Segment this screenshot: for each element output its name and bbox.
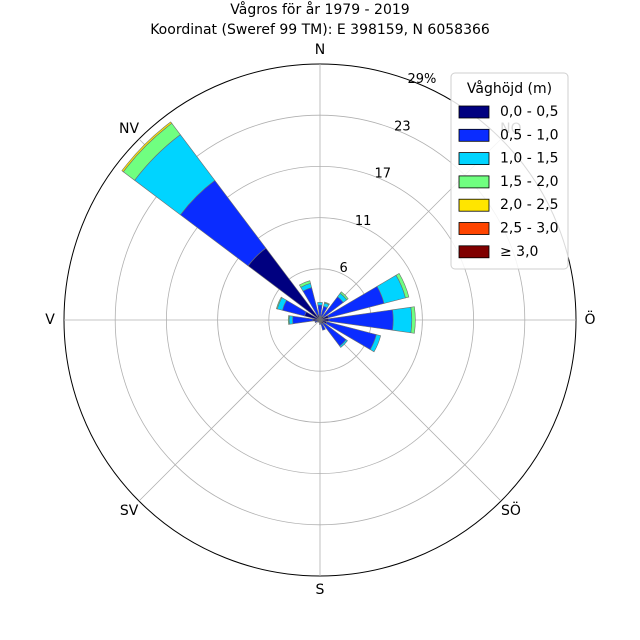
direction-label: SÖ	[501, 501, 521, 519]
direction-label: SV	[120, 503, 139, 519]
legend: Våghöjd (m) 0,0 - 0,5 0,5 - 1,0 1,0 - 1,5 1,…	[450, 72, 569, 270]
direction-label: N	[315, 42, 325, 58]
rose-bar-segment	[410, 306, 416, 334]
legend-entry: 2,5 - 3,0	[500, 221, 558, 237]
legend-swatch	[458, 128, 490, 142]
rose-bar-segment	[324, 301, 330, 306]
rose-bars	[121, 121, 416, 353]
ring-label: 6	[339, 261, 347, 276]
chart-title: Vågros för år 1979 - 2019	[230, 1, 409, 18]
rose-bar-segment	[339, 339, 348, 348]
legend-entry: 1,0 - 1,5	[500, 151, 558, 167]
legend-swatch	[458, 198, 490, 212]
rose-bar-segment	[320, 322, 326, 331]
rose-bar-segment	[369, 334, 382, 353]
rose-bar-segment	[339, 291, 349, 301]
rose-bar-segment	[276, 296, 283, 310]
rose-bar-segment	[287, 315, 290, 325]
legend-swatch	[458, 105, 490, 119]
rose-bar-segment	[392, 306, 413, 334]
rose-bar-segment	[317, 302, 323, 306]
grid-spoke	[319, 319, 502, 502]
legend-swatch	[458, 175, 490, 189]
grid-spoke	[138, 319, 321, 502]
rose-bar-segment	[121, 121, 173, 173]
ring-label: 17	[375, 167, 392, 182]
legend-entry: ≥ 3,0	[500, 244, 538, 260]
legend-entry: 0,5 - 1,0	[500, 127, 558, 143]
rose-bar-segment	[395, 272, 410, 299]
rose-bar-segment	[319, 322, 321, 325]
legend-entry: 1,5 - 2,0	[500, 174, 558, 190]
ring-label: 23	[394, 119, 411, 134]
legend-entry: 2,0 - 2,5	[500, 197, 558, 213]
ring-label: 29%	[408, 72, 437, 87]
direction-label: NV	[119, 121, 139, 137]
legend-entry: 0,0 - 0,5	[500, 104, 558, 120]
legend-swatch	[458, 222, 490, 235]
legend-swatch	[458, 245, 490, 259]
rose-bar-segment	[298, 280, 311, 288]
direction-label: V	[45, 312, 55, 328]
chart-subtitle: Koordinat (Sweref 99 TM): E 398159, N 60…	[150, 22, 490, 38]
legend-swatch	[458, 152, 490, 166]
legend-title: Våghöjd (m)	[467, 80, 552, 97]
polar-labels: NNOÖSÖSSVVNV611172329%	[45, 42, 595, 598]
legend-box	[450, 72, 569, 270]
rose-bar-segment	[288, 315, 294, 325]
ring-label: 11	[355, 214, 372, 229]
direction-label: Ö	[584, 310, 595, 328]
direction-label: S	[316, 582, 325, 598]
